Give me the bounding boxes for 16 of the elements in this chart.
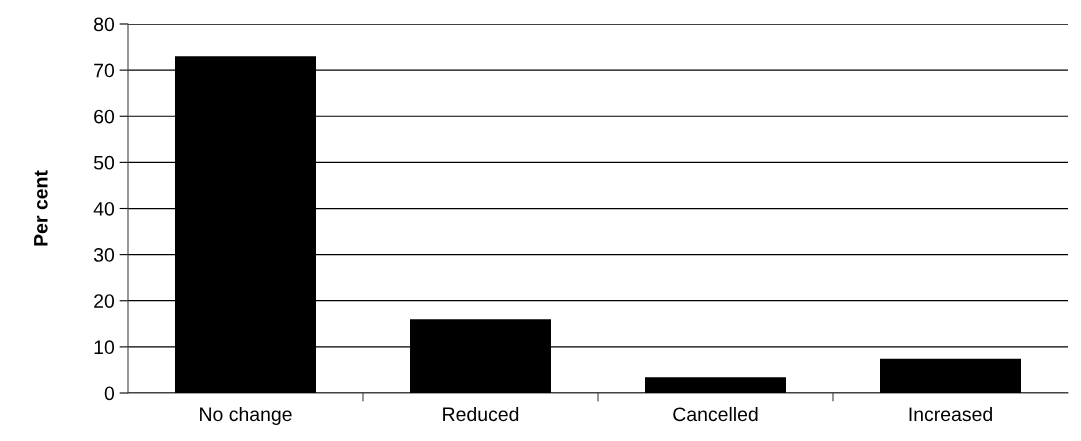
y-tick-label: 80 (94, 17, 115, 32)
x-tick-label: No change (200, 406, 292, 426)
y-tick-label: 50 (93, 155, 115, 170)
x-tick-label: Reduced (443, 406, 519, 422)
bar (880, 358, 1021, 393)
y-tick-label: 20 (94, 294, 115, 308)
y-tick-label: 10 (94, 340, 115, 355)
x-tick-label: Increased (909, 406, 992, 422)
x-tick-label: Cancelled (673, 406, 758, 422)
y-tick-label: 60 (94, 109, 115, 124)
y-tick-label: 40 (93, 201, 115, 216)
y-tick-label: 70 (94, 63, 115, 78)
bar (645, 377, 786, 393)
y-axis-title: Per cent (34, 170, 48, 246)
y-tick-label: 0 (104, 386, 115, 401)
y-tick-label: 30 (93, 248, 115, 262)
